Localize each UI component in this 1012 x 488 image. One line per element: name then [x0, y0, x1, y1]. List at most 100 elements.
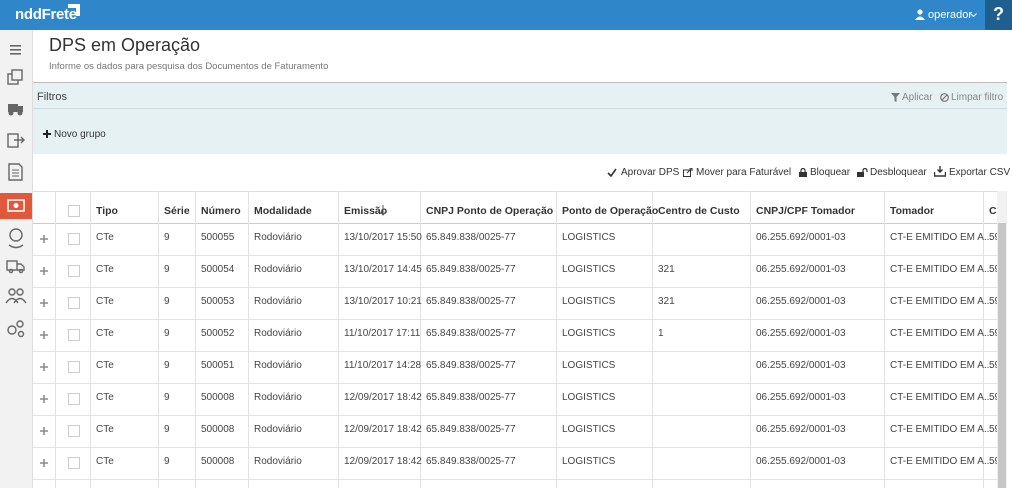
expand-row[interactable] [40, 331, 48, 339]
column-header[interactable]: Emissão [344, 205, 388, 217]
column-divider [90, 191, 91, 488]
table-cell: LOGISTICS [562, 424, 616, 435]
table-cell: 12/09/2017 18:42 [344, 424, 422, 435]
table-cell: CT-E EMITIDO EM A... [890, 456, 993, 467]
table-cell: 65.849.838/0025-77 [426, 296, 516, 307]
table-cell: Rodoviário [254, 360, 302, 371]
column-header[interactable]: CN [989, 205, 997, 217]
column-divider [55, 191, 56, 488]
expand-row[interactable] [40, 299, 48, 307]
column-header[interactable]: Tipo [96, 205, 118, 217]
table-cell: Rodoviário [254, 424, 302, 435]
approve-icon [607, 168, 617, 177]
table-cell: CTe [96, 456, 114, 467]
row-checkbox[interactable] [68, 393, 80, 405]
row-checkbox[interactable] [68, 265, 80, 277]
table-cell: CT-E EMITIDO EM A... [890, 232, 993, 243]
table-cell: 59. [989, 232, 997, 243]
data-table: Tipo Série Número Modalidade Emissão CNPJ Pon… [33, 191, 997, 488]
row-checkbox[interactable] [68, 297, 80, 309]
scrollbar-thumb[interactable] [998, 223, 1006, 488]
table-cell: CT-E EMITIDO EM A... [890, 424, 993, 435]
row-checkbox[interactable] [68, 425, 80, 437]
table-cell: 500053 [201, 296, 235, 307]
sort-arrow [380, 205, 386, 216]
top-bar [0, 0, 1012, 30]
column-header[interactable]: Modalidade [254, 205, 312, 217]
sort-arrow-path [380, 205, 386, 216]
table-cell: 13/10/2017 10:21 [344, 296, 422, 307]
table-cell: Rodoviário [254, 264, 302, 275]
column-header[interactable]: CNPJ Ponto de Operação [426, 205, 554, 217]
table-cell: 9 [164, 424, 170, 435]
separator [33, 108, 1007, 109]
export-button[interactable]: Exportar CSV [949, 167, 1011, 178]
column-divider [338, 191, 339, 488]
table-cell: CTe [96, 232, 114, 243]
plus-icon [43, 130, 51, 138]
table-cell: 9 [164, 264, 170, 275]
block-button[interactable]: Bloquear [810, 167, 851, 178]
filter-icon [891, 93, 900, 102]
row-divider [33, 479, 997, 480]
table-cell: 65.849.838/0025-77 [426, 456, 516, 467]
select-all-checkbox[interactable] [68, 205, 80, 217]
column-header[interactable]: Centro de Custo [658, 205, 740, 217]
table-cell: CTe [96, 296, 114, 307]
table-cell: 06.255.692/0001-03 [756, 424, 846, 435]
row-divider [33, 415, 997, 416]
expand-icon [40, 331, 48, 339]
expand-row[interactable] [40, 267, 48, 275]
column-header[interactable]: CNPJ/CPF Tomador [756, 205, 855, 217]
approve-button[interactable]: Aprovar DPS [621, 167, 680, 178]
table-cell: 59. [989, 264, 997, 275]
unblock-button[interactable]: Desbloquear [870, 167, 927, 178]
table-cell: 500055 [201, 232, 235, 243]
table-cell: 06.255.692/0001-03 [756, 328, 846, 339]
column-header[interactable]: Tomador [890, 205, 935, 217]
help-button[interactable]: ? [993, 4, 1004, 24]
table-cell: LOGISTICS [562, 392, 616, 403]
table-cell: Rodoviário [254, 232, 302, 243]
table-cell: 06.255.692/0001-03 [756, 264, 846, 275]
move-button[interactable]: Mover para Faturável [696, 167, 792, 178]
expand-row[interactable] [40, 363, 48, 371]
expand-row[interactable] [40, 235, 48, 243]
column-header[interactable]: Série [164, 205, 190, 217]
row-checkbox[interactable] [68, 233, 80, 245]
table-cell: 65.849.838/0025-77 [426, 264, 516, 275]
table-cell: 13/10/2017 15:50 [344, 232, 422, 243]
column-header[interactable]: Ponto de Operação [562, 205, 659, 217]
user-menu[interactable]: operador [928, 9, 973, 21]
column-header[interactable]: Número [201, 205, 241, 217]
apply-button[interactable]: Aplicar [902, 92, 933, 103]
expand-row[interactable] [40, 395, 48, 403]
expand-icon [40, 427, 48, 435]
row-checkbox[interactable] [68, 457, 80, 469]
table-cell: CT-E EMITIDO EM A... [890, 392, 993, 403]
table-cell: LOGISTICS [562, 456, 616, 467]
new-group-button[interactable]: Novo grupo [54, 129, 106, 140]
table-cell: CTe [96, 392, 114, 403]
expand-row[interactable] [40, 459, 48, 467]
table-cell: 500052 [201, 328, 235, 339]
expand-icon [40, 235, 48, 243]
table-cell: 9 [164, 328, 170, 339]
table-cell: 59. [989, 296, 997, 307]
row-checkbox[interactable] [68, 329, 80, 341]
filter-title: Filtros [37, 91, 67, 103]
clear-button[interactable]: Limpar filtro [951, 92, 1004, 103]
table-cell: LOGISTICS [562, 264, 616, 275]
row-checkbox[interactable] [68, 361, 80, 373]
table-cell: LOGISTICS [562, 232, 616, 243]
table-cell: Rodoviário [254, 328, 302, 339]
table-cell: 06.255.692/0001-03 [756, 360, 846, 371]
expand-row[interactable] [40, 427, 48, 435]
column-divider [983, 191, 984, 488]
table-cell: 06.255.692/0001-03 [756, 232, 846, 243]
table-cell: 59. [989, 456, 997, 467]
logo[interactable]: nddFrete [15, 6, 77, 23]
table-cell: Rodoviário [254, 456, 302, 467]
table-cell: 59. [989, 360, 997, 371]
